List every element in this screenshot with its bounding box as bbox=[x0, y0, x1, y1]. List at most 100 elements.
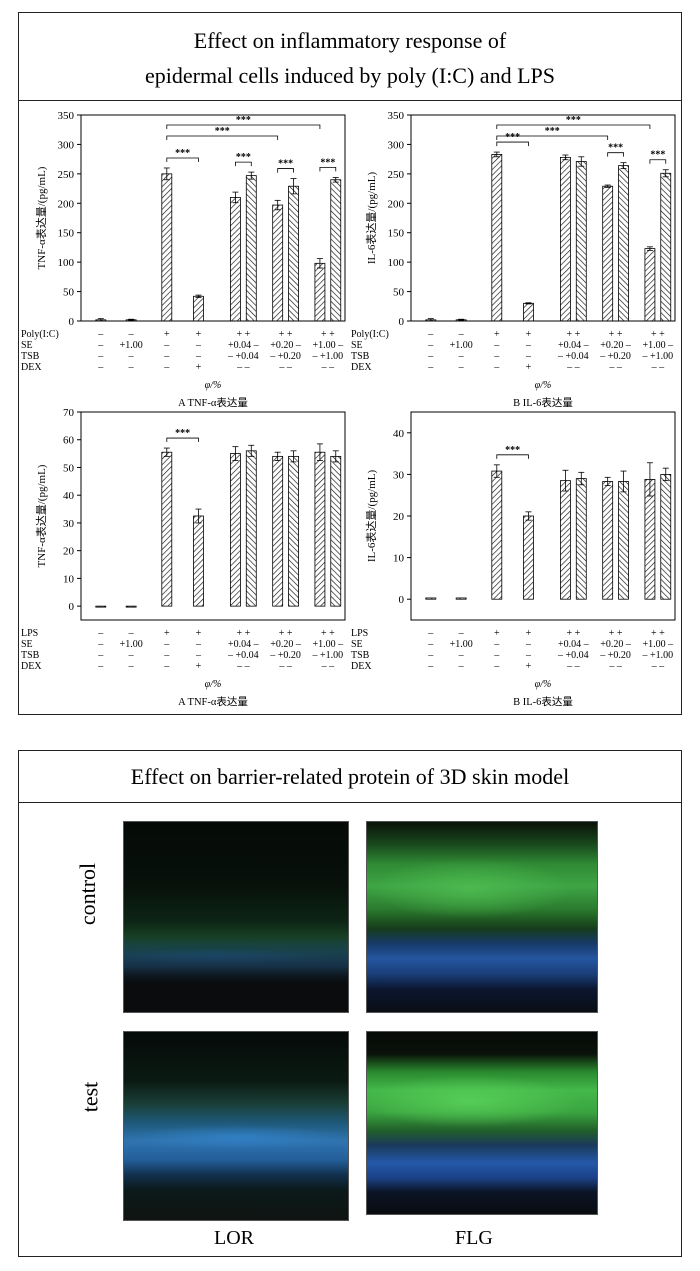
y-axis-label: IL-6表达量/(pg/mL) bbox=[364, 470, 378, 563]
y-tick-label: 200 bbox=[388, 198, 405, 210]
x-axis-label: φ/% bbox=[205, 679, 222, 690]
table-cell: – bbox=[458, 362, 465, 373]
table-cell: – +0.20 bbox=[269, 650, 301, 661]
significance-bracket bbox=[235, 161, 252, 167]
table-row-label: TSB bbox=[21, 351, 40, 362]
significance-bracket bbox=[166, 124, 321, 129]
x-axis-label: φ/% bbox=[205, 380, 222, 391]
table-cell: +1.00 – bbox=[313, 639, 345, 650]
table-cell: + bbox=[526, 661, 532, 672]
col-label-flg: FLG bbox=[455, 1227, 493, 1249]
table-cell: +0.20 – bbox=[600, 340, 632, 351]
bar bbox=[272, 204, 284, 322]
row-label-test: test bbox=[77, 1081, 103, 1113]
table-cell: – bbox=[427, 362, 434, 373]
bar bbox=[523, 302, 534, 322]
table-cell: – +0.04 bbox=[557, 351, 589, 362]
table-cell: +0.20 – bbox=[600, 639, 632, 650]
y-tick-label: 150 bbox=[388, 228, 405, 240]
table-cell: +0.04 – bbox=[228, 340, 260, 351]
table-cell: – – bbox=[236, 362, 251, 373]
table-cell: +0.20 – bbox=[270, 340, 302, 351]
table-cell: – – bbox=[278, 362, 293, 373]
table-cell: + bbox=[494, 329, 500, 340]
chart-caption: B IL-6表达量 bbox=[513, 396, 573, 409]
bar bbox=[644, 248, 656, 322]
table-cell: – – bbox=[566, 661, 581, 672]
y-tick-label: 50 bbox=[393, 287, 405, 299]
table-cell: – bbox=[128, 661, 135, 672]
y-tick-label: 0 bbox=[69, 601, 75, 613]
significance-bracket bbox=[166, 135, 279, 140]
table-cell: + bbox=[196, 628, 202, 639]
table-cell: – bbox=[493, 351, 500, 362]
significance-label: *** bbox=[566, 115, 581, 126]
table-cell: – +1.00 bbox=[312, 650, 344, 661]
bar bbox=[602, 481, 614, 600]
chart-caption: A TNF-α表达量 bbox=[178, 396, 248, 409]
bar bbox=[193, 515, 204, 607]
y-tick-label: 60 bbox=[63, 435, 75, 447]
table-cell: – bbox=[128, 628, 135, 639]
table-row-label: DEX bbox=[351, 362, 372, 373]
plot-frame bbox=[410, 411, 676, 621]
bar bbox=[330, 455, 342, 607]
table-cell: – bbox=[458, 351, 465, 362]
x-axis-label: φ/% bbox=[535, 380, 552, 391]
y-tick-label: 0 bbox=[399, 316, 405, 328]
table-cell: – bbox=[128, 362, 135, 373]
significance-bracket bbox=[496, 141, 529, 147]
y-tick-label: 300 bbox=[388, 139, 405, 151]
table-cell: – bbox=[163, 661, 170, 672]
y-tick-label: 30 bbox=[63, 518, 75, 530]
bar bbox=[161, 451, 173, 607]
title-line-1: Effect on inflammatory response of bbox=[193, 28, 507, 53]
table-cell: + + bbox=[609, 628, 623, 639]
table-cell: – bbox=[128, 650, 135, 661]
table-cell: – +0.20 bbox=[599, 650, 631, 661]
bar bbox=[314, 262, 326, 322]
bar bbox=[288, 185, 299, 322]
table-cell: – – bbox=[566, 362, 581, 373]
bar bbox=[272, 455, 284, 607]
table-cell: – – bbox=[321, 362, 336, 373]
significance-label: *** bbox=[545, 126, 560, 137]
table-cell: – – bbox=[651, 661, 666, 672]
table-row-label: Poly(I:C) bbox=[351, 329, 389, 340]
significance-bracket bbox=[496, 135, 609, 140]
table-cell: – bbox=[458, 329, 465, 340]
table-cell: +0.20 – bbox=[270, 639, 302, 650]
table-cell: – bbox=[525, 639, 532, 650]
table-cell: +1.00 bbox=[450, 340, 473, 351]
barrier-panel-title: Effect on barrier-related protein of 3D … bbox=[19, 751, 681, 803]
table-cell: – bbox=[427, 661, 434, 672]
significance-label: *** bbox=[608, 143, 623, 154]
plot-frame bbox=[80, 114, 346, 322]
table-cell: + bbox=[196, 661, 202, 672]
micrograph-test-flg bbox=[366, 1031, 598, 1215]
table-cell: – +0.20 bbox=[599, 351, 631, 362]
significance-label: *** bbox=[650, 150, 665, 161]
y-tick-label: 10 bbox=[393, 553, 405, 565]
significance-label: *** bbox=[236, 115, 251, 126]
significance-bracket bbox=[166, 437, 199, 443]
table-cell: – bbox=[97, 639, 104, 650]
table-row-label: DEX bbox=[351, 661, 372, 672]
table-row-label: TSB bbox=[351, 351, 370, 362]
table-cell: +1.00 bbox=[120, 639, 143, 650]
table-cell: – bbox=[458, 650, 465, 661]
bar bbox=[491, 154, 503, 322]
table-cell: – bbox=[427, 639, 434, 650]
y-tick-label: 20 bbox=[63, 546, 75, 558]
table-cell: + bbox=[526, 362, 532, 373]
table-cell: – +1.00 bbox=[312, 351, 344, 362]
significance-label: *** bbox=[278, 159, 293, 170]
table-cell: + bbox=[494, 628, 500, 639]
significance-label: *** bbox=[175, 428, 190, 439]
significance-label: *** bbox=[236, 152, 251, 163]
bar bbox=[314, 451, 326, 607]
table-cell: – bbox=[163, 351, 170, 362]
table-cell: + + bbox=[236, 628, 250, 639]
table-row-label: LPS bbox=[351, 628, 368, 639]
